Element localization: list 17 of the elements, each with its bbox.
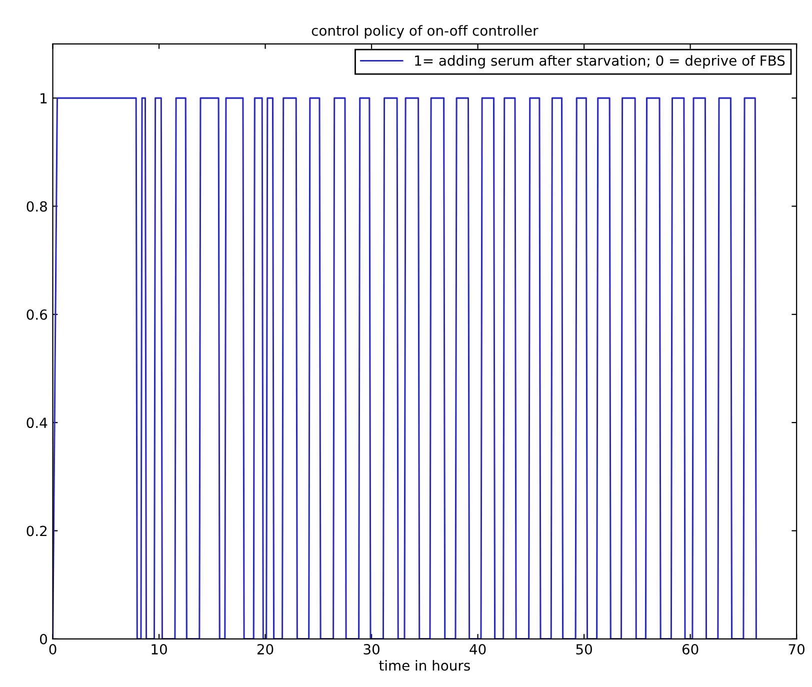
- x-tick-label: 40: [470, 644, 486, 655]
- x-tick-label: 20: [257, 644, 274, 655]
- x-tick-label: 60: [682, 644, 698, 655]
- y-tick-label: 0.2: [26, 526, 47, 536]
- y-tick-label: 0.6: [26, 309, 48, 320]
- x-tick-label: 30: [364, 644, 380, 655]
- chart-title: control policy of on-off controller: [312, 25, 538, 39]
- x-tick-label: 0: [49, 644, 56, 655]
- y-tick-label: 1: [40, 93, 47, 104]
- y-tick-label: 0.4: [26, 418, 48, 428]
- x-tick-label: 10: [152, 644, 167, 655]
- x-tick-label: 50: [576, 644, 592, 655]
- y-tick-label: 0.8: [26, 201, 47, 212]
- x-tick-label: 70: [788, 644, 804, 655]
- y-tick-label: 0: [40, 634, 47, 644]
- legend-label: 1= adding serum after starvation; 0 = deprive of FBS: [415, 55, 785, 69]
- x-axis-title: time in hours: [379, 660, 470, 671]
